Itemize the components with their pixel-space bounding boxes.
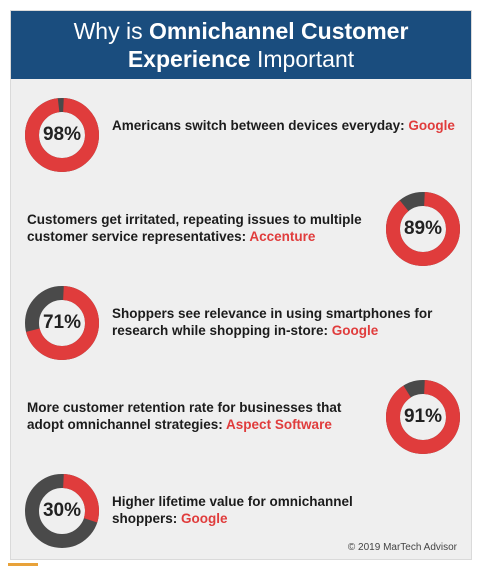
stat-4-source: Aspect Software bbox=[226, 417, 332, 432]
donut-5-fill bbox=[25, 474, 99, 548]
title-line-1: Why is Omnichannel Customer bbox=[11, 17, 471, 45]
header-banner: Why is Omnichannel Customer Experience I… bbox=[11, 11, 471, 79]
stat-row-5: 30% Higher lifetime value for omnichanne… bbox=[11, 471, 471, 551]
stat-1-text: Americans switch between devices everyda… bbox=[112, 117, 457, 134]
infographic-card: Why is Omnichannel Customer Experience I… bbox=[10, 10, 472, 560]
donut-svg-4 bbox=[386, 380, 460, 454]
title-line-2: Experience Important bbox=[11, 45, 471, 73]
donut-1-label: 98% bbox=[42, 124, 82, 145]
stat-2-description: Customers get irritated, repeating issue… bbox=[27, 212, 362, 244]
donut-4-fill bbox=[386, 380, 460, 454]
donut-svg-5 bbox=[25, 474, 99, 548]
donut-chart-5: 30% bbox=[24, 473, 100, 549]
stat-row-2: Customers get irritated, repeating issue… bbox=[11, 189, 471, 269]
donut-svg-1 bbox=[25, 98, 99, 172]
stat-3-source: Google bbox=[331, 323, 379, 338]
stat-5-description: Higher lifetime value for omnichannel sh… bbox=[112, 494, 353, 526]
stat-row-4: More customer retention rate for busines… bbox=[11, 377, 471, 457]
title-bold-2: Experience bbox=[127, 46, 251, 72]
donut-3-fill bbox=[25, 286, 99, 360]
stat-2-source: Accenture bbox=[249, 229, 316, 244]
donut-svg-2 bbox=[386, 192, 460, 266]
stat-4-text: More customer retention rate for busines… bbox=[27, 399, 372, 433]
title-suffix: Important bbox=[250, 46, 355, 72]
donut-2-fill bbox=[386, 192, 460, 266]
copyright-notice: © 2019 MarTech Advisor bbox=[347, 542, 457, 553]
stat-row-1: 98% Americans switch between devices eve… bbox=[11, 95, 471, 175]
donut-chart-4: 91% bbox=[385, 379, 461, 455]
donut-3-label: 71% bbox=[42, 312, 82, 333]
stat-5-text: Higher lifetime value for omnichannel sh… bbox=[112, 493, 382, 527]
title-prefix: Why is bbox=[73, 18, 149, 44]
donut-chart-1: 98% bbox=[24, 97, 100, 173]
stat-2-text: Customers get irritated, repeating issue… bbox=[27, 211, 387, 245]
donut-2-label: 89% bbox=[403, 218, 443, 239]
stat-1-source: Google bbox=[408, 118, 455, 133]
donut-svg-3 bbox=[25, 286, 99, 360]
stat-1-description: Americans switch between devices everyda… bbox=[112, 118, 409, 133]
stat-3-text: Shoppers see relevance in using smartpho… bbox=[112, 305, 457, 339]
donut-1-fill bbox=[25, 98, 99, 172]
donut-chart-3: 71% bbox=[24, 285, 100, 361]
donut-4-label: 91% bbox=[403, 406, 443, 427]
stat-3-description: Shoppers see relevance in using smartpho… bbox=[112, 306, 433, 338]
donut-chart-2: 89% bbox=[385, 191, 461, 267]
stat-4-description: More customer retention rate for busines… bbox=[27, 400, 342, 432]
donut-5-label: 30% bbox=[42, 500, 82, 521]
title-bold-1: Omnichannel Customer bbox=[148, 18, 409, 44]
stat-row-3: 71% Shoppers see relevance in using smar… bbox=[11, 283, 471, 363]
accent-bar bbox=[8, 563, 38, 566]
stat-5-source: Google bbox=[181, 511, 228, 526]
